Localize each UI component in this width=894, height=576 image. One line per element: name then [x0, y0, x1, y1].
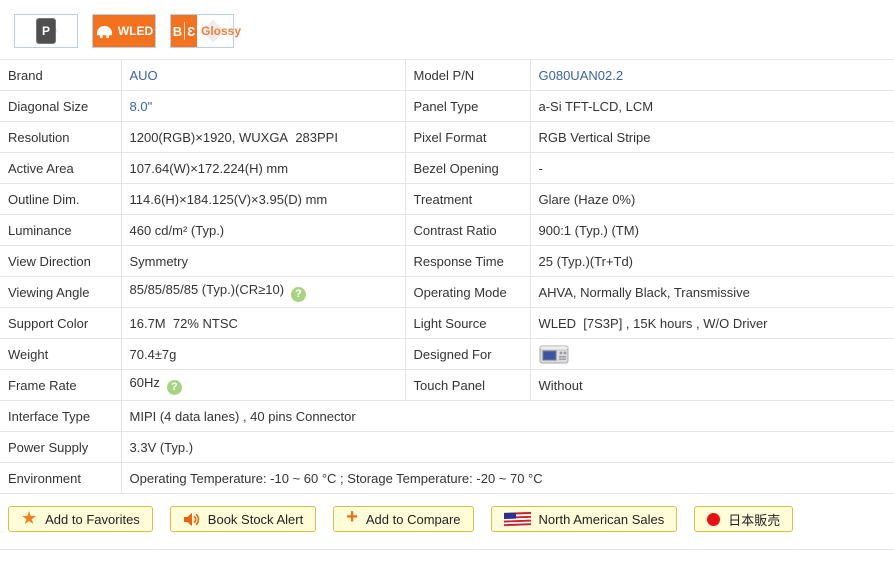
- table-row: Active Area 107.64(W)×172.224(H) mm Beze…: [0, 152, 894, 184]
- bottom-divider: [0, 549, 894, 550]
- spec-value-viewing-angle: 85/85/85/85 (Typ.)(CR≥10)?: [121, 276, 406, 308]
- wled-backlight-badge[interactable]: WLED: [92, 14, 156, 48]
- spec-value-luminance: 460 cd/m² (Typ.): [121, 214, 406, 246]
- help-icon[interactable]: ?: [291, 287, 307, 302]
- plus-icon: +: [346, 506, 358, 528]
- table-row: Environment Operating Temperature: -10 ~…: [0, 462, 894, 494]
- add-to-compare-button[interactable]: + Add to Compare: [333, 506, 474, 532]
- spec-value-designed-for: [530, 338, 894, 370]
- spec-value-operating-mode: AHVA, Normally Black, Transmissive: [530, 276, 894, 308]
- spec-label-brand: Brand: [0, 59, 122, 91]
- spec-value-active-area: 107.64(W)×172.224(H) mm: [121, 152, 406, 184]
- action-button-row: ★ Add to Favorites Book Stock Alert + Ad…: [0, 494, 894, 532]
- spec-value-frame-rate: 60Hz?: [121, 369, 406, 401]
- spec-value-interface-type: MIPI (4 data lanes) , 40 pins Connector: [121, 400, 894, 432]
- spec-value-support-color: 16.7M 72% NTSC: [121, 307, 406, 339]
- button-label: 日本販売: [728, 512, 781, 528]
- spec-label-support-color: Support Color: [0, 307, 122, 339]
- spec-label-frame-rate: Frame Rate: [0, 369, 122, 401]
- glossy-badge-label: Glossy: [201, 24, 242, 38]
- spec-value-treatment: Glare (Haze 0%): [530, 183, 894, 215]
- spec-label-weight: Weight: [0, 338, 122, 370]
- spec-label-light-source: Light Source: [405, 307, 531, 339]
- table-row: Outline Dim. 114.6(H)×184.125(V)×3.95(D)…: [0, 183, 894, 215]
- spec-label-bezel-opening: Bezel Opening: [405, 152, 531, 184]
- spec-value-model-pn: G080UAN02.2: [530, 59, 894, 91]
- table-row: Support Color 16.7M 72% NTSC Light Sourc…: [0, 307, 894, 339]
- spec-value-pixel-format: RGB Vertical Stripe: [530, 121, 894, 153]
- spec-value-bezel-opening: -: [530, 152, 894, 184]
- book-stock-alert-button[interactable]: Book Stock Alert: [169, 506, 317, 532]
- speaker-icon: [183, 512, 200, 526]
- table-row: Resolution 1200(RGB)×1920, WUXGA 283PPI …: [0, 121, 894, 153]
- portrait-panel-icon: P: [36, 18, 56, 44]
- button-label: Add to Compare: [365, 511, 461, 527]
- button-label: Book Stock Alert: [207, 511, 304, 527]
- button-label: North American Sales: [538, 511, 665, 527]
- table-row: Interface Type MIPI (4 data lanes) , 40 …: [0, 400, 894, 432]
- spec-label-response-time: Response Time: [405, 245, 531, 277]
- spec-label-pixel-format: Pixel Format: [405, 121, 531, 153]
- table-row: Frame Rate 60Hz? Touch Panel Without: [0, 369, 894, 401]
- red-circle-icon: [707, 512, 721, 526]
- spec-label-designed-for: Designed For: [405, 338, 531, 370]
- spec-label-operating-mode: Operating Mode: [405, 276, 531, 308]
- lamp-icon: [96, 25, 112, 38]
- spec-value-environment: Operating Temperature: -10 ~ 60 °C ; Sto…: [121, 462, 894, 494]
- spec-value-power-supply: 3.3V (Typ.): [121, 431, 894, 463]
- us-flag-icon: [503, 511, 531, 527]
- spec-value-touch-panel: Without: [530, 369, 894, 401]
- table-row: Diagonal Size 8.0" Panel Type a-Si TFT-L…: [0, 90, 894, 122]
- spec-label-touch-panel: Touch Panel: [405, 369, 531, 401]
- spec-label-environment: Environment: [0, 462, 122, 494]
- spec-value-panel-type: a-Si TFT-LCD, LCM: [530, 90, 894, 122]
- brand-link[interactable]: AUO: [129, 67, 158, 83]
- spec-value-light-source: WLED [7S3P] , 15K hours , W/O Driver: [530, 307, 894, 339]
- spec-value-brand: AUO: [121, 59, 406, 91]
- spec-value-weight: 70.4±7g: [121, 338, 406, 370]
- table-row: View Direction Symmetry Response Time 25…: [0, 245, 894, 277]
- spec-label-diagonal-size: Diagonal Size: [0, 90, 122, 122]
- spec-label-panel-type: Panel Type: [405, 90, 531, 122]
- industrial-device-image[interactable]: [539, 343, 569, 365]
- spec-value-view-direction: Symmetry: [121, 245, 406, 277]
- spec-label-power-supply: Power Supply: [0, 431, 122, 463]
- spec-label-outline-dim: Outline Dim.: [0, 183, 122, 215]
- star-icon: ★: [21, 508, 38, 528]
- portrait-orientation-badge[interactable]: P: [14, 14, 78, 48]
- spec-value-response-time: 25 (Typ.)(Tr+Td): [530, 245, 894, 277]
- spec-label-luminance: Luminance: [0, 214, 122, 246]
- spec-table: Brand AUO Model P/N G080UAN02.2 Diagonal…: [0, 59, 894, 494]
- spec-value-diagonal-size: 8.0": [121, 90, 406, 122]
- wled-badge-label: WLED: [117, 24, 154, 38]
- table-row: Weight 70.4±7g Designed For: [0, 338, 894, 370]
- table-row: Viewing Angle 85/85/85/85 (Typ.)(CR≥10)?…: [0, 276, 894, 308]
- spec-label-active-area: Active Area: [0, 152, 122, 184]
- spec-label-resolution: Resolution: [0, 121, 122, 153]
- diagonal-size-link[interactable]: 8.0": [129, 98, 153, 114]
- help-icon[interactable]: ?: [166, 380, 182, 395]
- button-label: Add to Favorites: [45, 511, 140, 527]
- spec-label-interface-type: Interface Type: [0, 400, 122, 432]
- table-row: Brand AUO Model P/N G080UAN02.2: [0, 59, 894, 91]
- spec-label-model-pn: Model P/N: [405, 59, 531, 91]
- table-row: Luminance 460 cd/m² (Typ.) Contrast Rati…: [0, 214, 894, 246]
- table-row: Power Supply 3.3V (Typ.): [0, 431, 894, 463]
- spec-label-treatment: Treatment: [405, 183, 531, 215]
- spec-value-contrast-ratio: 900:1 (Typ.) (TM): [530, 214, 894, 246]
- spec-label-contrast-ratio: Contrast Ratio: [405, 214, 531, 246]
- spec-label-view-direction: View Direction: [0, 245, 122, 277]
- spec-label-viewing-angle: Viewing Angle: [0, 276, 122, 308]
- model-pn-link[interactable]: G080UAN02.2: [538, 67, 624, 83]
- add-to-favorites-button[interactable]: ★ Add to Favorites: [8, 506, 153, 532]
- spec-value-outline-dim: 114.6(H)×184.125(V)×3.95(D) mm: [121, 183, 406, 215]
- spec-value-resolution: 1200(RGB)×1920, WUXGA 283PPI: [121, 121, 406, 153]
- north-american-sales-button[interactable]: North American Sales: [490, 506, 678, 532]
- japan-sales-button[interactable]: 日本販売: [694, 506, 794, 532]
